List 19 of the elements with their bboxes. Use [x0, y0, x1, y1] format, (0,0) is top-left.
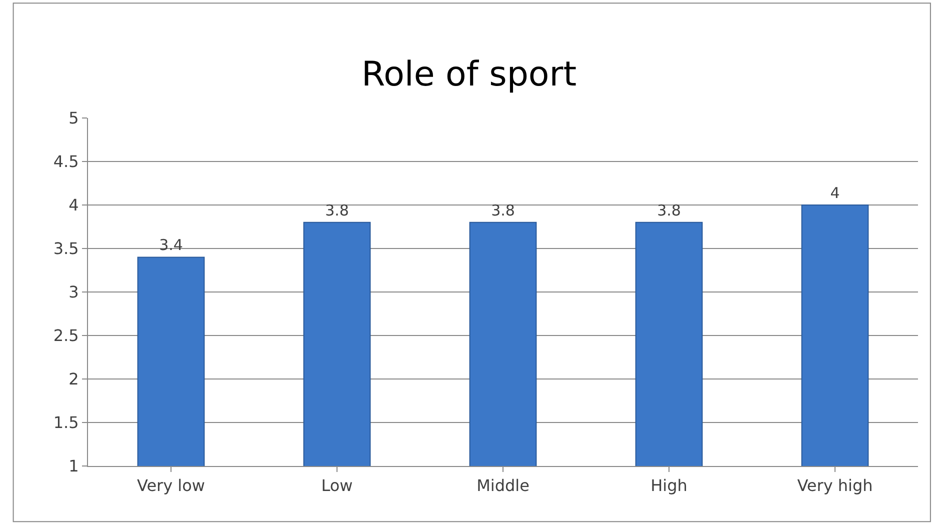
x-tick-label: Very high — [797, 476, 873, 496]
y-tick-label: 3.5 — [53, 239, 79, 258]
x-tick-label: Middle — [476, 476, 530, 496]
y-tick-label: 3 — [68, 282, 79, 302]
y-tick-label: 2 — [68, 370, 79, 389]
y-tick-label: 4 — [68, 196, 79, 215]
data-label: 4 — [830, 184, 840, 202]
chart-title: Role of sport — [361, 54, 577, 95]
y-tick-label: 5 — [68, 108, 79, 128]
y-tick-label: 2.5 — [53, 326, 79, 346]
y-tick-label: 1 — [68, 456, 79, 476]
x-tick-label: High — [650, 476, 688, 496]
data-label: 3.8 — [657, 201, 681, 220]
x-tick-label: Very low — [137, 476, 205, 496]
data-label: 3.8 — [491, 201, 515, 220]
data-label: 3.8 — [325, 201, 349, 220]
y-tick-label: 4.5 — [53, 152, 79, 172]
x-tick-label: Low — [321, 476, 353, 496]
y-tick-label: 1.5 — [53, 413, 79, 432]
